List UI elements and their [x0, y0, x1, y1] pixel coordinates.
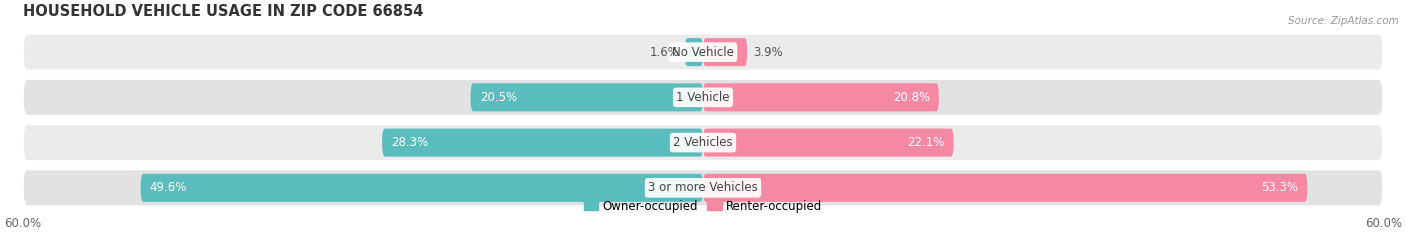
Legend: Owner-occupied, Renter-occupied: Owner-occupied, Renter-occupied — [579, 195, 827, 218]
Text: Source: ZipAtlas.com: Source: ZipAtlas.com — [1288, 16, 1399, 26]
Text: HOUSEHOLD VEHICLE USAGE IN ZIP CODE 66854: HOUSEHOLD VEHICLE USAGE IN ZIP CODE 6685… — [22, 4, 423, 19]
Text: 49.6%: 49.6% — [149, 181, 187, 194]
Text: 20.8%: 20.8% — [893, 91, 929, 104]
Text: 3.9%: 3.9% — [752, 46, 783, 59]
Text: 1 Vehicle: 1 Vehicle — [676, 91, 730, 104]
FancyBboxPatch shape — [22, 124, 1384, 161]
FancyBboxPatch shape — [22, 79, 1384, 116]
Text: 2 Vehicles: 2 Vehicles — [673, 136, 733, 149]
Text: 28.3%: 28.3% — [391, 136, 429, 149]
Text: 3 or more Vehicles: 3 or more Vehicles — [648, 181, 758, 194]
FancyBboxPatch shape — [471, 83, 703, 111]
FancyBboxPatch shape — [22, 169, 1384, 206]
Text: 53.3%: 53.3% — [1261, 181, 1298, 194]
Text: 22.1%: 22.1% — [907, 136, 945, 149]
FancyBboxPatch shape — [382, 128, 703, 157]
FancyBboxPatch shape — [703, 38, 747, 66]
Text: No Vehicle: No Vehicle — [672, 46, 734, 59]
FancyBboxPatch shape — [685, 38, 703, 66]
FancyBboxPatch shape — [703, 174, 1308, 202]
FancyBboxPatch shape — [703, 128, 953, 157]
Text: 1.6%: 1.6% — [650, 46, 679, 59]
FancyBboxPatch shape — [22, 33, 1384, 71]
FancyBboxPatch shape — [703, 83, 939, 111]
FancyBboxPatch shape — [141, 174, 703, 202]
Text: 20.5%: 20.5% — [479, 91, 517, 104]
